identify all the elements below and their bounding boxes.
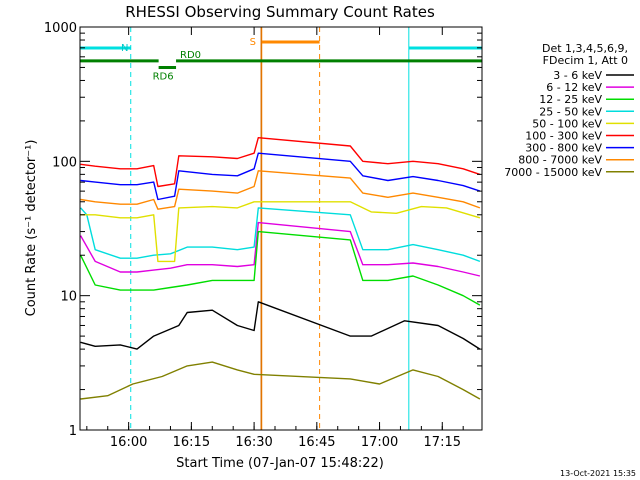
- plot-area: N S RD6 RD0: [79, 27, 483, 430]
- x-tick-label: 16:15: [173, 435, 210, 450]
- series-line: [80, 301, 481, 350]
- series-line: [80, 361, 481, 400]
- legend-entry-label: 12 - 25 keV: [539, 93, 602, 106]
- legend-entry-label: 100 - 300 keV: [525, 130, 602, 143]
- x-tick-label: 17:00: [361, 435, 398, 450]
- x-axis: 16:00 16:15 16:30 16:45 17:00 17:15: [86, 27, 464, 450]
- decimation-label: RD0: [180, 50, 201, 61]
- y-tick-label: 10: [60, 290, 77, 305]
- x-axis-label: Start Time (07-Jan-07 15:48:22): [176, 456, 384, 471]
- y-axis-label: Count Rate (s⁻¹ detector⁻¹): [24, 140, 39, 317]
- timestamp-label: 13-Oct-2021 15:35: [560, 469, 636, 478]
- y-tick-label: 1000: [44, 21, 77, 36]
- saa-label: S: [250, 37, 256, 48]
- series-line: [80, 207, 481, 263]
- chart-title: RHESSI Observing Summary Count Rates: [125, 3, 435, 21]
- series-line: [80, 152, 481, 201]
- x-tick-label: 17:15: [424, 435, 461, 450]
- plot-frame: [79, 26, 483, 431]
- y-tick-label: 100: [52, 155, 77, 170]
- series-line: [80, 170, 481, 210]
- night-label: N: [121, 43, 128, 54]
- legend-entry-label: 800 - 7000 keV: [518, 154, 602, 167]
- series-line: [80, 201, 481, 263]
- y-tick-label: 1: [69, 424, 77, 439]
- legend-entry-label: 300 - 800 keV: [525, 142, 602, 155]
- legend-entry-label: 25 - 50 keV: [539, 105, 602, 118]
- decimation-label: RD6: [153, 71, 174, 82]
- series-line: [79, 230, 481, 306]
- legend-header: FDecim 1, Att 0: [543, 54, 628, 67]
- x-tick-label: 16:00: [110, 435, 147, 450]
- legend-header: Det 1,3,4,5,6,9,: [542, 42, 628, 55]
- series-line: [79, 221, 481, 277]
- x-tick-label: 16:45: [298, 435, 335, 450]
- legend: Det 1,3,4,5,6,9,FDecim 1, Att 0 3 - 6 keV…: [504, 42, 634, 179]
- y-axis: 1 10 100 1000: [44, 21, 482, 439]
- legend-entry-label: 7000 - 15000 keV: [504, 166, 602, 179]
- legend-entry-label: 6 - 12 keV: [546, 81, 602, 94]
- x-tick-label: 16:30: [235, 435, 272, 450]
- legend-entry-label: 50 - 100 keV: [532, 117, 602, 130]
- legend-entry-label: 3 - 6 keV: [553, 69, 602, 82]
- series-line: [80, 137, 481, 188]
